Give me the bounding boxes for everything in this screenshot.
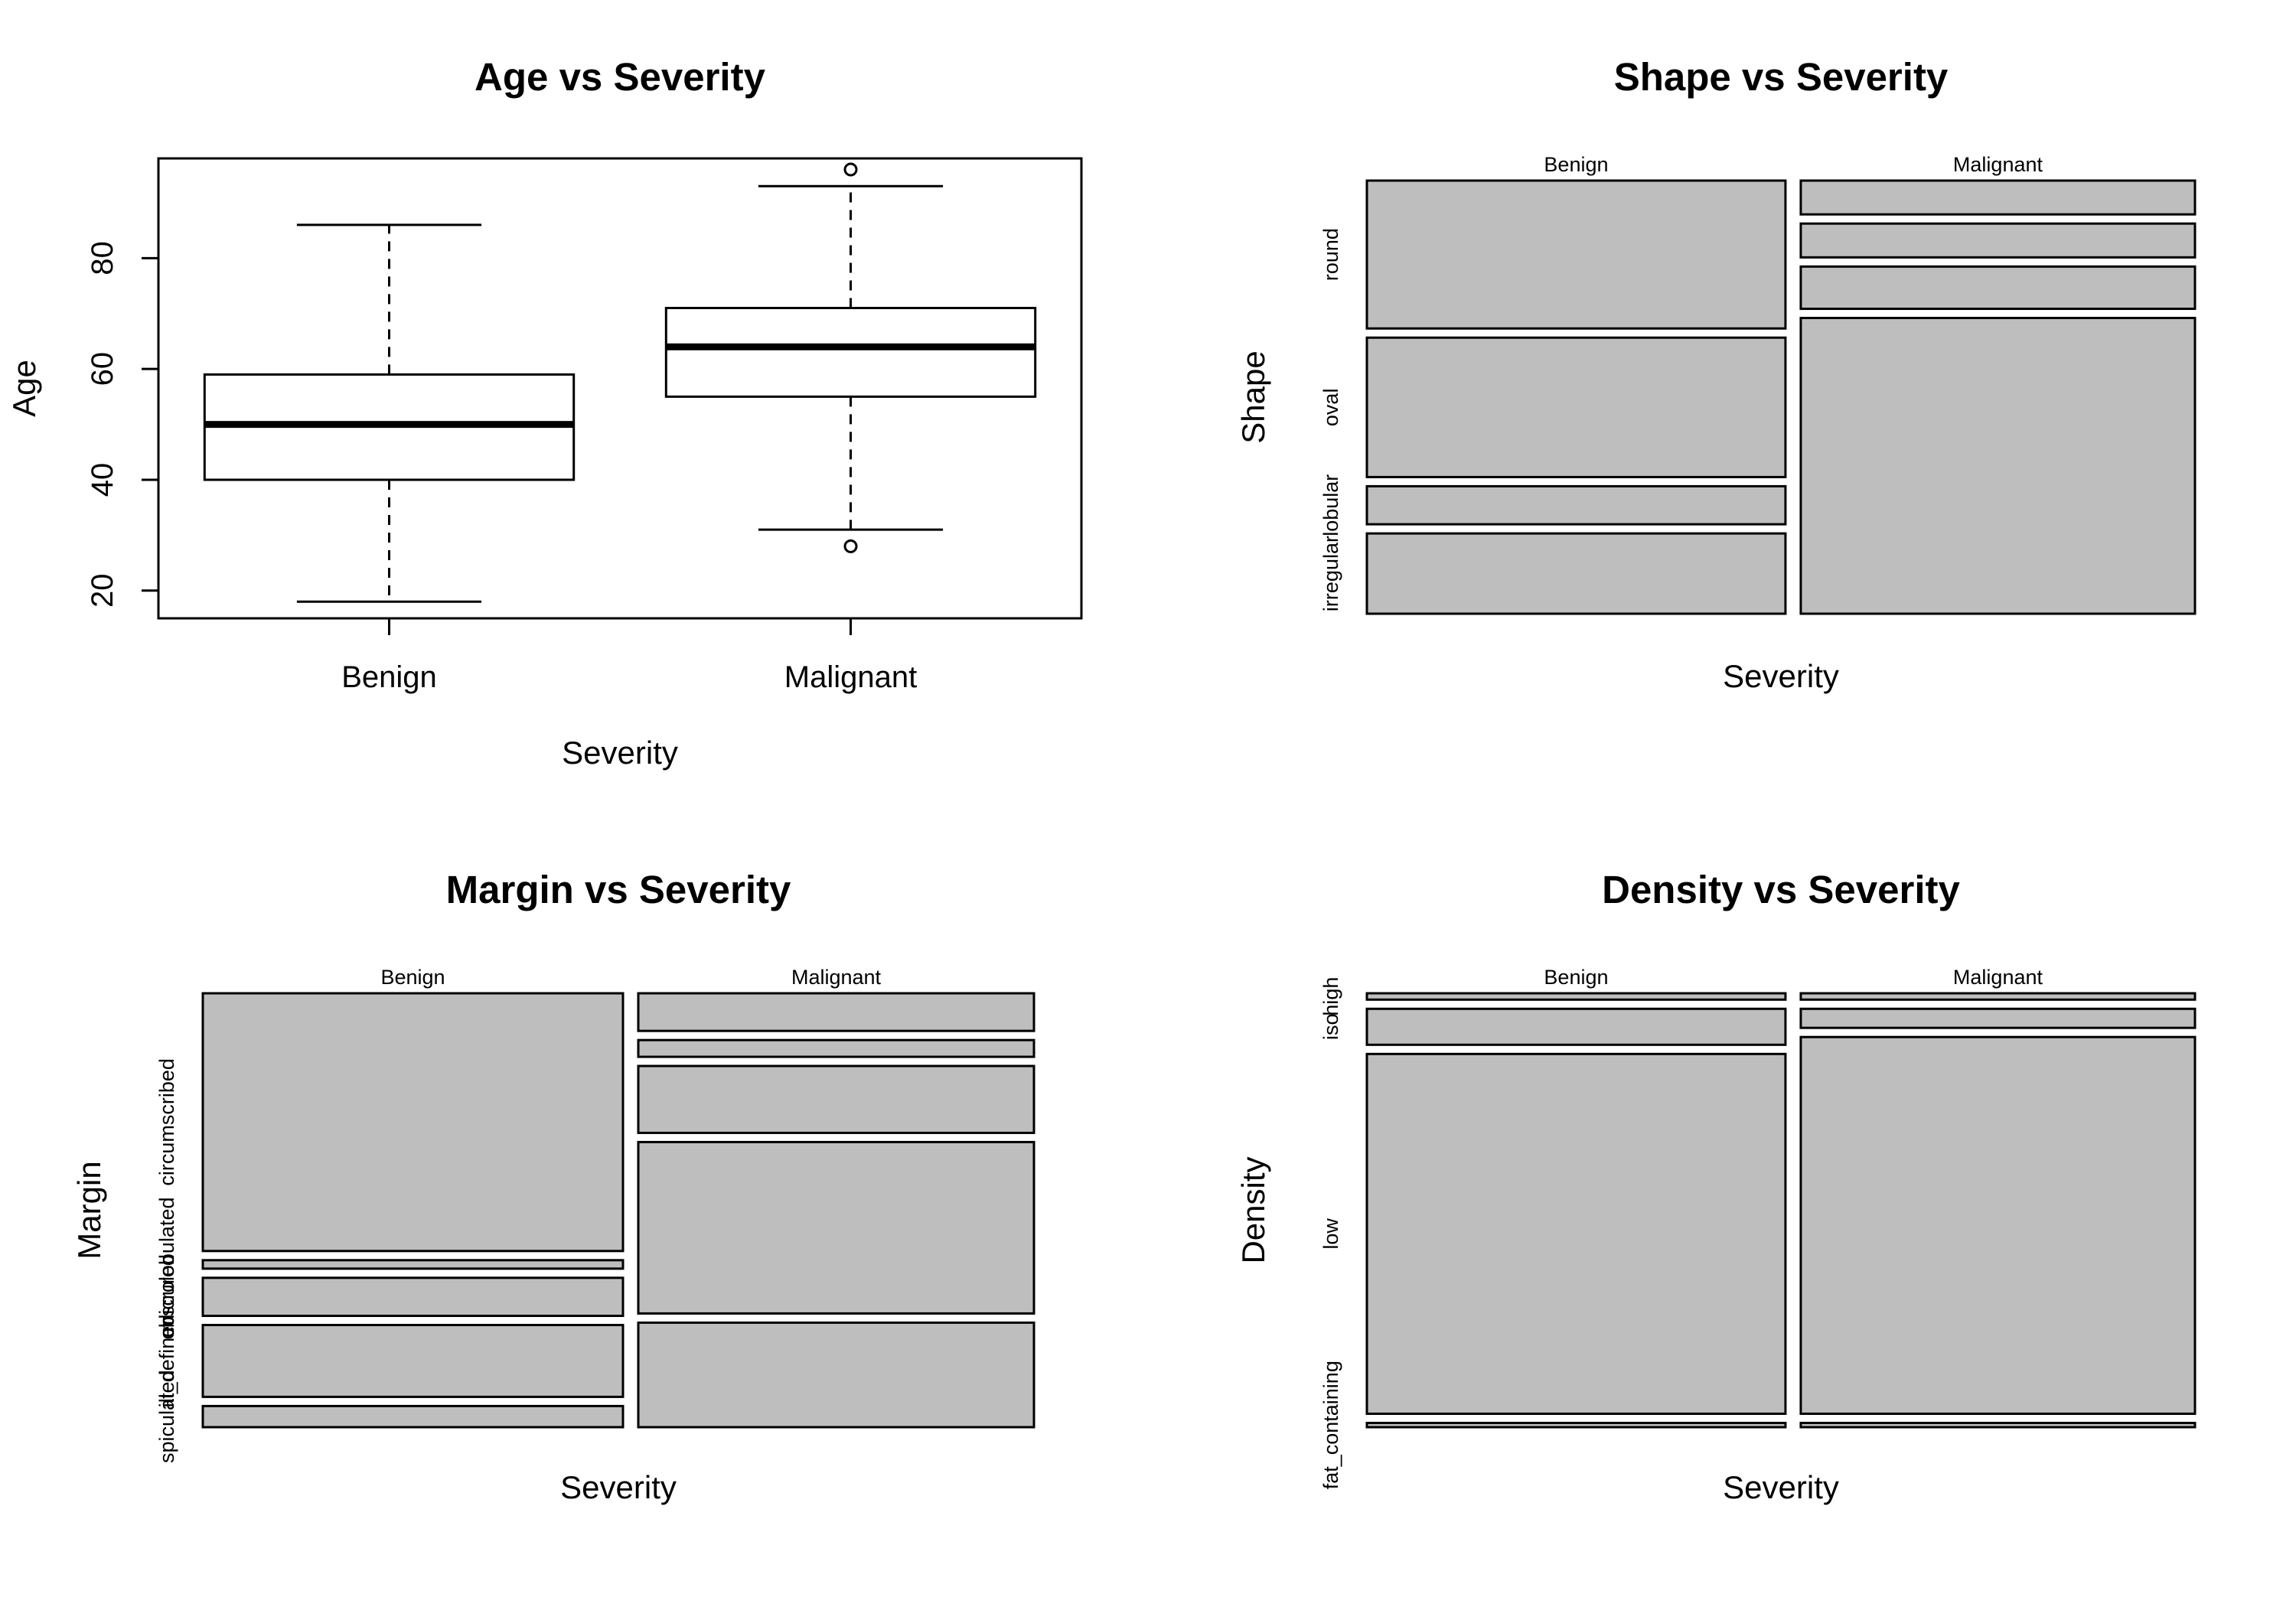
tile-benign-spiculated: [201, 1404, 625, 1429]
level-label-obscured: obscured: [155, 1254, 178, 1339]
tile-malignant-high: [1799, 992, 2197, 1001]
x-axis-title: Severity: [562, 735, 678, 771]
level-label-round: round: [1319, 228, 1342, 281]
column-label-benign: Benign: [1544, 966, 1608, 989]
chart-title: Age vs Severity: [475, 55, 766, 99]
tile-benign-irregular: [1365, 532, 1787, 615]
tile-malignant-spiculated: [637, 1321, 1035, 1429]
level-label-irregular: irregular: [1319, 536, 1342, 611]
y-axis-title: Shape: [1235, 350, 1271, 443]
level-label-high: high: [1319, 977, 1342, 1016]
chart-title: Margin vs Severity: [446, 868, 791, 911]
column-label-malignant: Malignant: [1953, 966, 2043, 989]
outlier-point-malignant: [843, 162, 858, 177]
y-tick-label: 40: [86, 463, 119, 497]
chart-title: Density vs Severity: [1602, 868, 1960, 911]
tile-malignant-microlobulated: [637, 1038, 1035, 1058]
level-label-ill-defined: ill_defined: [155, 1315, 178, 1408]
y-axis-title: Density: [1235, 1156, 1271, 1263]
chart-title: Shape vs Severity: [1614, 55, 1949, 99]
level-label-iso: iso: [1319, 1014, 1342, 1041]
x-tick-label: Benign: [341, 660, 437, 694]
tile-malignant-lobular: [1799, 265, 2197, 311]
outlier-point-malignant: [843, 539, 858, 553]
tile-benign-microlobulated: [201, 1259, 625, 1270]
density-vs-severity-mosaic: Density vs Severity Severity Density Benign…: [1235, 868, 2197, 1505]
x-axis-title: Severity: [1723, 1469, 1839, 1505]
level-label-spiculated: spiculated: [155, 1370, 178, 1463]
tile-benign-high: [1365, 992, 1787, 1001]
tile-malignant-iso: [1799, 1007, 2197, 1029]
level-label-circumscribed: circumscribed: [155, 1058, 178, 1186]
tile-benign-obscured: [201, 1276, 625, 1318]
tile-malignant-oval: [1799, 222, 2197, 259]
x-axis-title: Severity: [1723, 658, 1839, 694]
level-label-oval: oval: [1319, 389, 1342, 427]
tile-malignant-round: [1799, 179, 2197, 216]
tile-benign-lobular: [1365, 484, 1787, 526]
level-label-fat-containing: fat_containing: [1319, 1361, 1342, 1489]
level-label-lobular: lobular: [1319, 474, 1342, 536]
y-axis-title: Margin: [71, 1161, 107, 1259]
tile-benign-fat-containing: [1365, 1421, 1787, 1429]
tile-benign-circumscribed: [201, 992, 625, 1253]
tile-malignant-irregular: [1799, 317, 2197, 615]
tile-benign-oval: [1365, 336, 1787, 478]
age-vs-severity-boxplot: Age vs Severity 20 40 60 80 Benign Malignant Se…: [6, 55, 1083, 771]
tile-benign-round: [1365, 179, 1787, 330]
tile-malignant-ill-defined: [637, 1140, 1035, 1315]
tile-malignant-low: [1799, 1035, 2197, 1415]
y-axis-title: Age: [6, 360, 42, 417]
x-tick-label: Malignant: [784, 660, 917, 694]
tile-malignant-obscured: [637, 1064, 1035, 1134]
column-label-malignant: Malignant: [1953, 153, 2043, 176]
plot-frame: [157, 157, 1083, 620]
level-label-microlobulated: microlobulated: [155, 1198, 178, 1332]
tile-malignant-circumscribed: [637, 992, 1035, 1032]
tile-benign-low: [1365, 1052, 1787, 1415]
y-tick-label: 60: [86, 352, 119, 386]
box-malignant: [664, 307, 1037, 398]
tile-benign-iso: [1365, 1007, 1787, 1046]
y-tick-label: 20: [86, 574, 119, 608]
level-label-low: low: [1319, 1218, 1342, 1250]
column-label-malignant: Malignant: [791, 966, 882, 989]
shape-vs-severity-mosaic: Shape vs Severity Severity Shape Benign Mali…: [1235, 55, 2197, 694]
tile-benign-ill-defined: [201, 1324, 625, 1398]
x-axis-title: Severity: [560, 1469, 677, 1505]
tile-malignant-fat-containing: [1799, 1421, 2197, 1429]
column-label-benign: Benign: [380, 966, 445, 989]
column-label-benign: Benign: [1544, 153, 1608, 176]
y-tick-label: 80: [86, 241, 119, 275]
margin-vs-severity-mosaic: Margin vs Severity Severity Margin Benign Ma…: [71, 868, 1035, 1505]
